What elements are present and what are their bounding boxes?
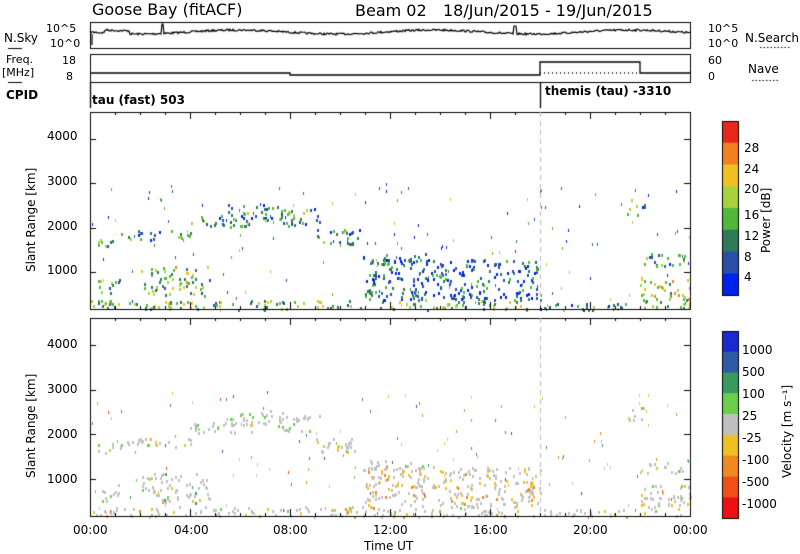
power-cb-tick-20: 20	[744, 182, 760, 196]
freq-label: Freq.	[6, 53, 34, 66]
cpid-label: CPID	[6, 88, 39, 102]
velocity-cb-tick-neg500: -500	[742, 475, 770, 489]
nave-label: Nave	[748, 62, 779, 76]
velocity-cb-tick-500: 500	[742, 365, 765, 379]
beam-label: Beam 02	[355, 1, 427, 20]
velocity-cb-tick-25: 25	[742, 409, 758, 423]
power-cb-tick-8: 8	[744, 250, 752, 264]
power-cb-tick-24: 24	[744, 162, 760, 176]
power-ylabel: Slant Range [km]	[24, 167, 38, 272]
velocity-ylabel: Slant Range [km]	[24, 373, 38, 478]
velocity-ytick-2000: 2000	[47, 427, 78, 441]
xtick-2000: 20:00	[573, 523, 608, 537]
date-range: 18/Jun/2015 - 19/Jun/2015	[443, 1, 653, 20]
xtick-0800: 08:00	[273, 523, 308, 537]
velocity-ytick-1000: 1000	[47, 472, 78, 486]
velocity-cb-tick-neg100: -100	[742, 453, 770, 467]
nave-tick-high: 60	[708, 54, 722, 67]
power-ytick-2000: 2000	[47, 219, 78, 233]
power-cb-tick-28: 28	[744, 141, 760, 155]
nsearch-label: N.Search	[745, 31, 800, 45]
velocity-ytick-4000: 4000	[47, 337, 78, 351]
velocity-cb-tick-neg25: -25	[742, 431, 762, 445]
velocity-cb-tick-100: 100	[742, 387, 765, 401]
noise-tick-low-right: 10^0	[708, 37, 739, 50]
velocity-cb-tick-neg1000: -1000	[742, 497, 777, 511]
velocity-colorbar-label: Velocity [m s⁻¹]	[780, 384, 794, 478]
power-colorbar-label: Power [dB]	[759, 187, 773, 253]
xtick-1600: 16:00	[473, 523, 508, 537]
power-ytick-4000: 4000	[47, 129, 78, 143]
nave-tick-low: 0	[708, 70, 715, 83]
cpid-segment-2: themis (tau) -3310	[545, 84, 672, 98]
time-axis-label: Time UT	[364, 539, 414, 553]
station-title: Goose Bay (fitACF)	[92, 0, 243, 19]
noise-tick-low-left: 10^0	[50, 37, 81, 50]
velocity-ytick-3000: 3000	[47, 382, 78, 396]
freq-unit: [MHz]	[2, 66, 35, 79]
noise-tick-high-right: 10^5	[708, 22, 739, 35]
velocity-cb-tick-1000: 1000	[742, 343, 773, 357]
freq-tick-high: 18	[62, 54, 76, 67]
power-cb-tick-4: 4	[744, 270, 752, 284]
cpid-segment-1: tau (fast) 503	[92, 93, 185, 107]
power-ytick-1000: 1000	[47, 263, 78, 277]
xtick-0400: 04:00	[174, 523, 209, 537]
xtick-2400: 00:00	[673, 523, 708, 537]
xtick-0000: 00:00	[73, 523, 108, 537]
power-cb-tick-12: 12	[744, 229, 760, 243]
noise-tick-high-left: 10^5	[46, 22, 77, 35]
power-ytick-3000: 3000	[47, 174, 78, 188]
freq-tick-low: 8	[66, 70, 73, 83]
power-cb-tick-16: 16	[744, 208, 760, 222]
nsky-label: N.Sky	[4, 31, 39, 45]
xtick-1200: 12:00	[373, 523, 408, 537]
